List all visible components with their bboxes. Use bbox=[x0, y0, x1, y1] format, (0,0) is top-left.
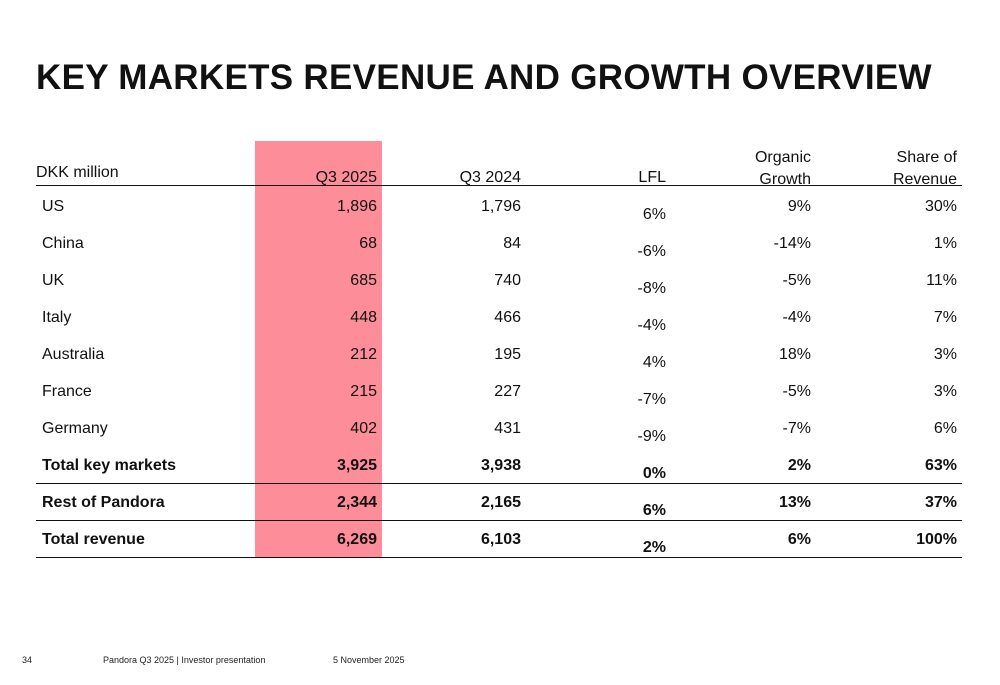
table-cell: 63% bbox=[924, 457, 957, 474]
table-cell: 1% bbox=[933, 235, 957, 252]
table-cell: 448 bbox=[350, 309, 377, 326]
row-label: Total revenue bbox=[42, 531, 145, 548]
row-label: Germany bbox=[42, 420, 108, 437]
table-cell: 6% bbox=[642, 502, 666, 519]
table-cell: 84 bbox=[503, 235, 521, 252]
table-cell: 11% bbox=[926, 272, 957, 289]
table-cell: 4% bbox=[642, 354, 666, 371]
table-cell: 3,938 bbox=[480, 457, 521, 474]
table-cell: -7% bbox=[782, 420, 811, 437]
row-rule bbox=[36, 557, 962, 558]
table-cell: 402 bbox=[350, 420, 377, 437]
header-cell: Share of Revenue bbox=[892, 149, 957, 188]
slide-title: KEY MARKETS REVENUE AND GROWTH OVERVIEW bbox=[36, 58, 932, 97]
table-cell: 3,925 bbox=[336, 457, 377, 474]
row-rule bbox=[36, 483, 962, 484]
table-cell: 7% bbox=[933, 309, 957, 326]
table-cell: 2% bbox=[787, 457, 811, 474]
table-cell: -5% bbox=[782, 272, 811, 289]
table-cell: -7% bbox=[637, 391, 666, 408]
table-cell: 227 bbox=[494, 383, 521, 400]
table-cell: -6% bbox=[637, 243, 666, 260]
header-cell: Q3 2024 bbox=[459, 169, 521, 186]
row-label: US bbox=[42, 198, 65, 215]
row-label: Rest of Pandora bbox=[42, 494, 165, 511]
table-cell: -8% bbox=[637, 280, 666, 297]
table-cell: -9% bbox=[637, 428, 666, 445]
table-cell: -4% bbox=[637, 317, 666, 334]
table-cell: 6% bbox=[787, 531, 811, 548]
header-cell: LFL bbox=[638, 169, 666, 186]
table-cell: 195 bbox=[494, 346, 521, 363]
table-cell: 3% bbox=[933, 346, 957, 363]
table-cell: 100% bbox=[916, 531, 957, 548]
table-cell: 18% bbox=[778, 346, 811, 363]
footer-source: Pandora Q3 2025 | Investor presentation bbox=[103, 655, 266, 665]
footer-date: 5 November 2025 bbox=[333, 655, 405, 665]
table-cell: 0% bbox=[642, 465, 666, 482]
table-cell: 1,796 bbox=[480, 198, 521, 215]
table-cell: 2,344 bbox=[336, 494, 377, 511]
table-cell: 6% bbox=[933, 420, 957, 437]
page-number: 34 bbox=[22, 655, 33, 665]
table-cell: 9% bbox=[787, 198, 811, 215]
row-label: France bbox=[42, 383, 92, 400]
column-highlight bbox=[255, 141, 382, 558]
row-label: Total key markets bbox=[42, 457, 176, 474]
table-cell: 685 bbox=[350, 272, 377, 289]
table-cell: -14% bbox=[773, 235, 811, 252]
table-cell: 1,896 bbox=[336, 198, 377, 215]
table-cell: -5% bbox=[782, 383, 811, 400]
table-cell: 68 bbox=[359, 235, 377, 252]
row-rule bbox=[36, 520, 962, 521]
table-cell: 215 bbox=[350, 383, 377, 400]
header-cell: Organic Growth bbox=[754, 149, 811, 188]
row-label: Italy bbox=[42, 309, 72, 326]
table-cell: 2,165 bbox=[480, 494, 521, 511]
table-cell: 466 bbox=[494, 309, 521, 326]
table-cell: 6,269 bbox=[336, 531, 377, 548]
table-cell: 6% bbox=[642, 206, 666, 223]
table-cell: 6,103 bbox=[480, 531, 521, 548]
row-label: UK bbox=[42, 272, 65, 289]
header-rule bbox=[36, 185, 962, 186]
row-label: China bbox=[42, 235, 84, 252]
header-cell: DKK million bbox=[36, 164, 119, 181]
header-cell: Q3 2025 bbox=[315, 169, 377, 186]
table-cell: 740 bbox=[494, 272, 521, 289]
table-cell: 2% bbox=[642, 539, 666, 556]
table-cell: -4% bbox=[782, 309, 811, 326]
table-cell: 30% bbox=[924, 198, 957, 215]
table-cell: 13% bbox=[778, 494, 811, 511]
table-cell: 212 bbox=[350, 346, 377, 363]
table-cell: 37% bbox=[924, 494, 957, 511]
row-label: Australia bbox=[42, 346, 105, 363]
table-cell: 3% bbox=[933, 383, 957, 400]
table-cell: 431 bbox=[494, 420, 521, 437]
